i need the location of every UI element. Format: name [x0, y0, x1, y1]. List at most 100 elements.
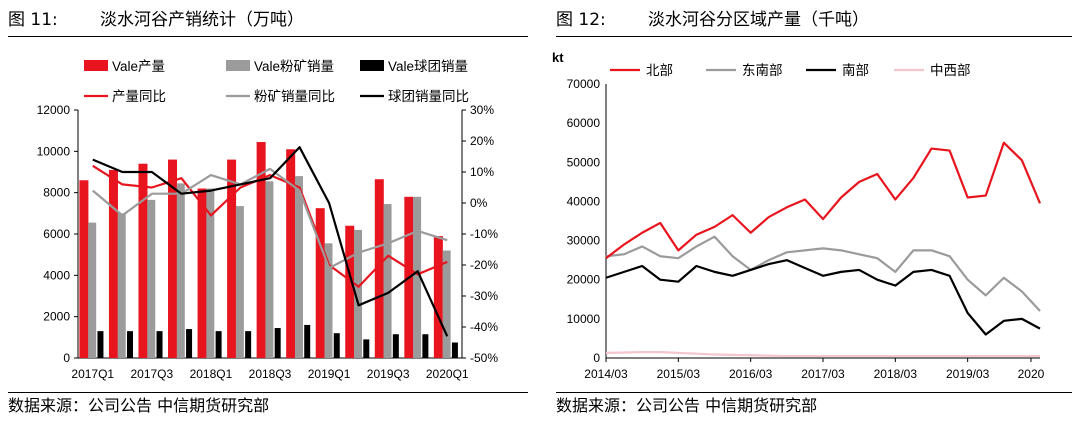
line-series-2	[605, 259, 1041, 336]
right-tick-label: -20%	[470, 258, 498, 272]
line-series-1	[605, 235, 1041, 312]
bar-series-1	[324, 243, 333, 358]
y-tick-label: 70000	[567, 77, 601, 91]
left-tick-label: 2000	[43, 310, 70, 324]
left-tick-label: 6000	[43, 227, 70, 241]
bar-series-2	[451, 342, 458, 358]
bar-series-0	[433, 236, 443, 358]
x-tick-label: 2016/03	[729, 367, 773, 381]
right-tick-label: 0%	[470, 196, 488, 210]
legend-label: 北部	[646, 63, 673, 78]
bar-series-0	[315, 208, 325, 358]
bar-series-2	[156, 331, 163, 358]
legend-label: 东南部	[742, 63, 783, 78]
legend-label: 南部	[842, 63, 869, 78]
figure-11-number: 图 11:	[8, 10, 58, 30]
bar-series-0	[345, 225, 355, 358]
legend-label: 中西部	[930, 63, 971, 78]
line-series-1	[92, 167, 448, 270]
legend-label: Vale球团销量	[388, 59, 468, 74]
bar-series-1	[176, 183, 185, 358]
figure-11-title: 淡水河谷产销统计（万吨）	[100, 10, 304, 30]
y-tick-label: 60000	[567, 116, 601, 130]
left-tick-label: 0	[63, 351, 70, 365]
left-tick-label: 12000	[37, 103, 71, 117]
legend-swatch	[226, 60, 250, 71]
right-tick-label: 30%	[470, 103, 494, 117]
legend-label: 产量同比	[112, 89, 166, 104]
x-tick-label: 2018/03	[874, 367, 918, 381]
right-tick-label: -50%	[470, 351, 498, 365]
y-unit-label: kt	[552, 50, 564, 65]
bar-series-2	[215, 331, 222, 358]
y-tick-label: 50000	[567, 155, 601, 169]
bar-series-2	[363, 339, 370, 358]
bar-series-1	[235, 206, 244, 358]
bar-series-1	[117, 213, 126, 358]
x-tick-label: 2020Q1	[426, 367, 469, 381]
legend-swatch	[360, 60, 384, 71]
y-tick-label: 0	[593, 351, 600, 365]
x-tick-label: 2019/03	[946, 367, 990, 381]
figure-12-source: 数据来源：公司公告 中信期货研究部	[556, 396, 818, 415]
right-tick-label: 10%	[470, 165, 494, 179]
bar-series-2	[245, 331, 252, 358]
figure-12-bottom-rule	[556, 392, 1072, 393]
bar-series-1	[413, 196, 422, 358]
bar-series-0	[108, 169, 118, 358]
bar-series-2	[304, 324, 311, 358]
legend-label: 粉矿销量同比	[254, 89, 335, 104]
x-tick-label: 2019Q3	[367, 367, 410, 381]
figure-11-rule	[8, 36, 528, 37]
bar-series-1	[442, 250, 451, 358]
bar-series-0	[227, 159, 237, 358]
bar-series-2	[422, 334, 429, 358]
figure-11-bottom-rule	[8, 392, 528, 393]
bar-series-2	[186, 329, 193, 358]
legend-swatch	[84, 60, 108, 71]
line-series-3	[605, 351, 1040, 358]
regional-production-chart: kt 0 10000 20000 30000 40000 50000 60000 70000 20…	[552, 50, 1045, 381]
bar-series-1	[383, 204, 392, 358]
x-tick-label: 2017Q1	[71, 367, 114, 381]
x-tick-label: 2019Q1	[308, 367, 351, 381]
bar-series-1	[88, 222, 97, 358]
bar-series-1	[294, 176, 303, 358]
sales-production-chart: 0 2000 4000 6000 8000 10000 12000 -50% -40% -30% -…	[37, 59, 499, 381]
legend-label: Vale粉矿销量	[254, 59, 334, 74]
figure-12-number: 图 12:	[556, 10, 606, 30]
line-series-0	[92, 164, 448, 288]
bar-series-2	[126, 331, 133, 358]
x-tick-label: 2014/03	[584, 367, 628, 381]
bar-series-0	[138, 163, 148, 358]
x-tick-label: 2018Q1	[190, 367, 233, 381]
bar-series-0	[79, 180, 89, 358]
bar-series-2	[392, 334, 399, 358]
bar-series-0	[374, 179, 384, 358]
y-tick-label: 20000	[567, 273, 601, 287]
figure-11-source: 数据来源：公司公告 中信期货研究部	[8, 396, 270, 415]
x-tick-label: 2017Q3	[130, 367, 173, 381]
bar-series-2	[333, 333, 340, 358]
bar-series-0	[256, 142, 266, 358]
x-tick-label: 2017/03	[801, 367, 845, 381]
bar-series-1	[354, 229, 363, 358]
left-tick-label: 10000	[37, 144, 71, 158]
bar-series-0	[286, 149, 296, 358]
bar-series-1	[147, 199, 156, 358]
y-tick-label: 10000	[567, 312, 601, 326]
figure-12-title: 淡水河谷分区域产量（千吨）	[648, 10, 869, 30]
right-tick-label: 20%	[470, 134, 494, 148]
right-tick-label: -30%	[470, 289, 498, 303]
right-tick-label: -10%	[470, 227, 498, 241]
left-tick-label: 4000	[43, 268, 70, 282]
x-tick-label: 2018Q3	[249, 367, 292, 381]
figure-11-caption: 图 11: 淡水河谷产销统计（万吨）	[8, 4, 528, 36]
bar-series-2	[97, 331, 104, 358]
bar-series-0	[197, 188, 207, 358]
legend-label: 球团销量同比	[388, 89, 469, 104]
bar-series-1	[265, 181, 274, 358]
x-tick-label: 2015/03	[657, 367, 701, 381]
right-tick-label: -40%	[470, 320, 498, 334]
bar-series-2	[274, 328, 281, 358]
